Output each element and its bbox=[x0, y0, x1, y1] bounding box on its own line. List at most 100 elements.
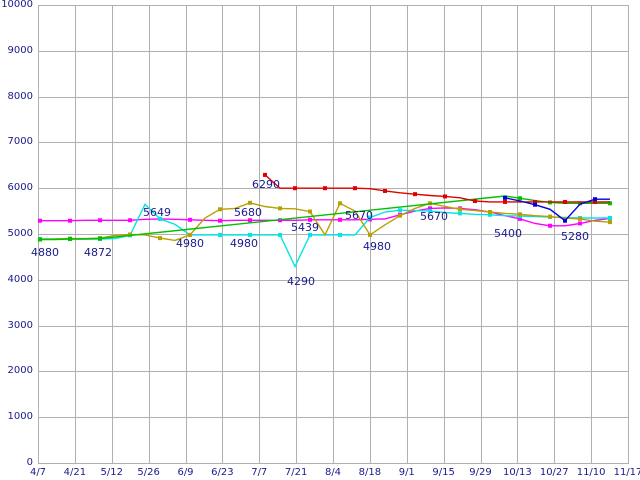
series-marker-cyan bbox=[248, 232, 252, 237]
series-marker-olive bbox=[578, 216, 582, 221]
series-marker-olive bbox=[188, 232, 192, 237]
data-point-label: 5400 bbox=[494, 227, 522, 240]
y-axis-tick-label: 10000 bbox=[1, 0, 33, 10]
series-marker-cyan bbox=[338, 232, 342, 237]
data-point-label: 4290 bbox=[287, 275, 315, 288]
series-marker-cyan bbox=[218, 232, 222, 237]
series-marker-blue bbox=[533, 202, 537, 207]
series-marker-cyan bbox=[308, 232, 312, 237]
y-axis-tick-label: 8000 bbox=[7, 90, 33, 102]
series-marker-red bbox=[293, 186, 297, 191]
series-marker-olive bbox=[608, 220, 612, 225]
data-point-label: 4980 bbox=[230, 237, 258, 250]
data-point-label: 4980 bbox=[176, 237, 204, 250]
y-axis-tick-label: 7000 bbox=[7, 136, 33, 148]
series-marker-olive bbox=[248, 200, 252, 205]
series-marker-red bbox=[593, 199, 597, 204]
y-axis-tick-label: 1000 bbox=[7, 411, 33, 423]
series-marker-green bbox=[98, 236, 102, 241]
data-point-label: 4880 bbox=[31, 246, 59, 259]
x-axis-tick-label: 9/1 bbox=[398, 467, 415, 478]
series-marker-magenta bbox=[128, 218, 132, 223]
series-marker-red bbox=[413, 192, 417, 197]
series-marker-blue bbox=[563, 218, 567, 223]
y-axis-tick-label: 5000 bbox=[7, 228, 33, 239]
data-point-label: 5649 bbox=[143, 206, 171, 219]
series-marker-cyan bbox=[158, 216, 162, 221]
x-axis-tick-label: 5/26 bbox=[137, 467, 160, 478]
series-marker-magenta bbox=[428, 206, 432, 211]
data-point-label: 4872 bbox=[84, 246, 112, 259]
series-marker-magenta bbox=[38, 218, 42, 223]
series-marker-magenta bbox=[548, 223, 552, 228]
y-axis-tick-label: 0 bbox=[26, 457, 33, 468]
x-axis-tick-label: 11/10 bbox=[576, 467, 606, 478]
x-axis-tick-label: 6/9 bbox=[177, 467, 194, 478]
x-axis-tick-label: 8/18 bbox=[358, 467, 382, 478]
series-marker-olive bbox=[548, 214, 552, 219]
series-marker-cyan bbox=[368, 215, 372, 220]
x-axis-tick-label: 5/12 bbox=[100, 467, 123, 478]
x-axis-tick-label: 6/23 bbox=[211, 467, 234, 478]
x-axis-tick-label: 10/27 bbox=[539, 467, 569, 478]
series-marker-olive bbox=[158, 236, 162, 241]
x-axis-tick-label: 8/4 bbox=[324, 467, 342, 478]
series-marker-red bbox=[443, 194, 447, 199]
series-marker-green bbox=[68, 237, 72, 242]
data-point-label: 5680 bbox=[234, 206, 262, 219]
series-line-blue bbox=[504, 197, 610, 222]
series-marker-cyan bbox=[458, 211, 462, 216]
series-marker-cyan bbox=[278, 232, 282, 237]
series-marker-magenta bbox=[188, 217, 192, 222]
series-marker-olive bbox=[308, 209, 312, 214]
series-marker-olive bbox=[368, 232, 372, 237]
series-marker-red bbox=[263, 172, 267, 177]
series-marker-magenta bbox=[308, 217, 312, 222]
series-marker-red bbox=[323, 186, 327, 191]
series-marker-magenta bbox=[338, 217, 342, 222]
series-marker-magenta bbox=[578, 221, 582, 226]
data-point-label: 5439 bbox=[291, 221, 319, 234]
series-marker-blue bbox=[593, 197, 597, 202]
data-point-label: 5670 bbox=[345, 209, 373, 222]
series-marker-olive bbox=[218, 207, 222, 212]
series-marker-cyan bbox=[608, 215, 612, 220]
series-marker-cyan bbox=[428, 209, 432, 214]
series-marker-magenta bbox=[218, 218, 222, 223]
series-marker-magenta bbox=[518, 216, 522, 221]
series-marker-magenta bbox=[248, 218, 252, 223]
series-marker-cyan bbox=[488, 212, 492, 217]
y-axis-tick-label: 4000 bbox=[7, 273, 33, 285]
series-marker-olive bbox=[488, 210, 492, 215]
series-marker-red bbox=[533, 199, 537, 204]
series-marker-red bbox=[383, 188, 387, 193]
series-marker-olive bbox=[458, 207, 462, 212]
series-marker-olive bbox=[338, 201, 342, 206]
plot-border bbox=[38, 5, 629, 464]
series-marker-green bbox=[38, 237, 42, 242]
x-axis-tick-label: 7/21 bbox=[284, 467, 308, 478]
series-marker-cyan bbox=[398, 208, 402, 213]
series-marker-green bbox=[608, 201, 612, 206]
x-axis-tick-label: 9/29 bbox=[469, 467, 492, 478]
series-marker-olive bbox=[128, 232, 132, 237]
series-marker-red bbox=[353, 186, 357, 191]
y-axis-tick-label: 6000 bbox=[7, 182, 33, 194]
data-point-label: 4980 bbox=[363, 240, 391, 253]
series-marker-magenta bbox=[98, 218, 102, 223]
series-marker-olive bbox=[398, 213, 402, 218]
data-point-label: 5670 bbox=[420, 210, 448, 223]
data-point-label: 6290 bbox=[252, 178, 280, 191]
x-axis-tick-label: 7/7 bbox=[251, 467, 268, 478]
x-axis-tick-label: 4/21 bbox=[63, 467, 87, 478]
x-axis-tick-label: 9/15 bbox=[432, 467, 455, 478]
y-axis-tick-label: 3000 bbox=[7, 319, 33, 331]
series-marker-red bbox=[563, 199, 567, 204]
series-marker-magenta bbox=[68, 218, 72, 223]
series-marker-green bbox=[578, 201, 582, 206]
x-axis-tick-label: 4/7 bbox=[29, 467, 47, 478]
series-marker-red bbox=[473, 199, 477, 204]
series-line-magenta bbox=[40, 207, 611, 227]
